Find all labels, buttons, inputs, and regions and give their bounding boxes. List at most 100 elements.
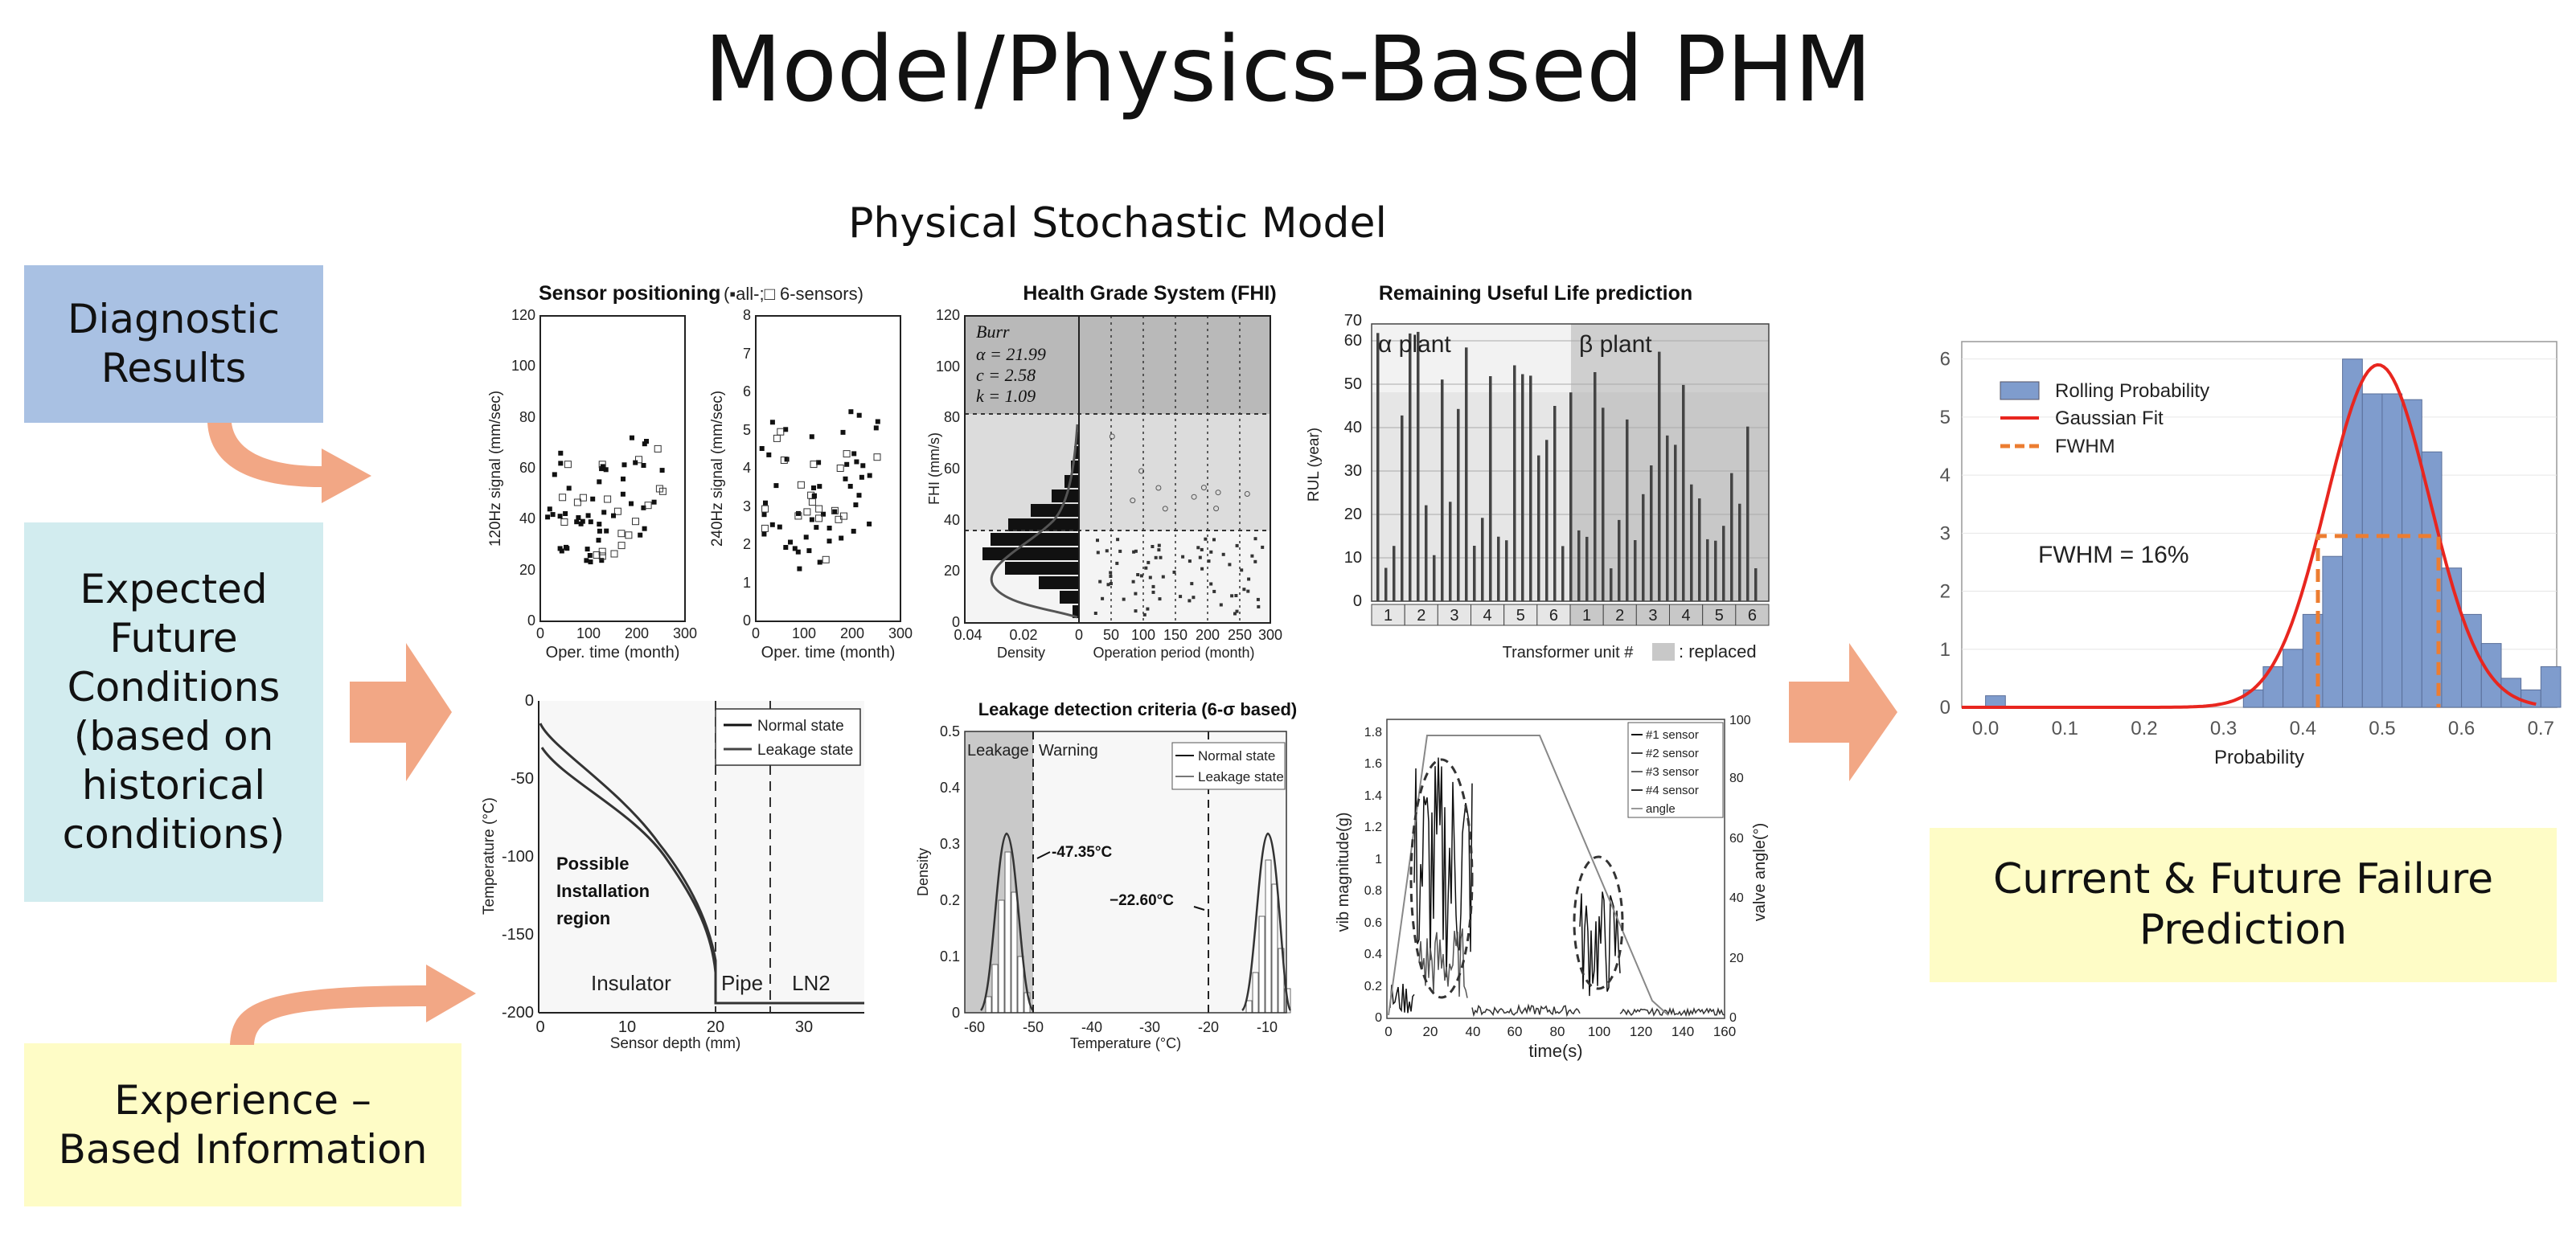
sensor-point [578,521,584,526]
fhi-point [1257,604,1261,608]
arrow-experience [230,965,476,1045]
svg-text:Transformer unit #: Transformer unit # [1503,644,1635,662]
sensor-point [644,502,652,510]
health-grade-panel: Health Grade System (FHI) Burr α = 21.99… [926,282,1282,661]
sensor-point [610,550,618,558]
rul-bar [1690,484,1693,601]
fhi-point [1200,547,1204,551]
rul-bar [1746,426,1749,601]
sensor-point [585,513,591,518]
svg-text:0: 0 [536,625,544,641]
sensor-point [843,450,851,458]
fhi-point [1172,570,1176,574]
svg-text:Rolling Probability: Rolling Probability [2055,380,2209,402]
leak-bar [1011,891,1018,1014]
rul-panel: Remaining Useful Life prediction α plant… [1306,282,1770,662]
rul-bar [1682,384,1685,601]
rul-unit-cell [1669,604,1704,626]
svg-text:FWHM: FWHM [2055,436,2115,457]
svg-text:valve angle(°): valve angle(°) [1751,823,1769,922]
rul-unit-label: 1 [1582,607,1591,625]
rul-bar [1585,536,1589,601]
svg-text:0.6: 0.6 [1364,916,1382,930]
fhi-point [1191,494,1197,500]
hist-ytick: 2 [1940,581,1950,603]
fhi-point [1215,489,1221,496]
sensor-point [597,479,602,485]
hist-bar [2361,393,2383,708]
sensor-point [588,519,593,525]
rul-unit-label: 4 [1483,607,1492,625]
sensor-point [860,463,866,469]
svg-text:30: 30 [795,1018,813,1036]
sensor-point [559,548,564,554]
sensor-point [651,499,657,505]
fhi-point [1230,594,1234,598]
svg-text:7: 7 [743,346,751,362]
fhi-point [1146,560,1151,564]
sensor-point [564,461,572,469]
svg-text:20: 20 [707,1018,724,1036]
fhi-point [1116,538,1120,542]
fhi-point [1179,595,1183,599]
page-title: Model/Physics-Based PHM [703,18,1873,122]
svg-text:#3 sensor: #3 sensor [1646,765,1699,779]
svg-text:angle: angle [1646,802,1676,816]
svg-text:Insulator: Insulator [591,971,671,995]
rul-bar [1409,333,1412,601]
sensor-point [761,505,769,513]
fhi-point [1198,555,1202,559]
svg-text:#1 sensor: #1 sensor [1646,728,1699,742]
sensor-point [558,450,564,456]
rul-bar [1569,392,1573,601]
svg-text:200: 200 [1196,627,1220,643]
fhi-point [1200,485,1207,491]
rul-unit-cell [1602,604,1637,626]
svg-text:Normal state: Normal state [757,718,844,735]
leak-bar [1252,972,1259,1014]
svg-text:300: 300 [888,625,913,641]
svg-text:region: region [556,908,610,928]
svg-text:Operation period (month): Operation period (month) [1093,645,1254,661]
rul-bar [1594,372,1597,601]
sensor-point [797,481,805,489]
fhi-point [1246,589,1250,593]
rul-unit-cell [1471,604,1505,626]
sensor-point [635,456,642,464]
svg-text:60: 60 [519,460,535,476]
sensor-point [596,538,601,543]
svg-text:20: 20 [1729,952,1744,965]
svg-text:1.6: 1.6 [1364,757,1382,771]
rul-bar [1706,539,1709,601]
sensor-point [574,519,580,525]
svg-text:5: 5 [743,422,751,438]
svg-text:-50: -50 [1023,1019,1044,1035]
svg-text:0.1: 0.1 [940,948,960,965]
sensor-point [564,544,568,550]
fhi-point [1146,607,1150,611]
rul-unit-label: 6 [1748,607,1757,625]
svg-text:0: 0 [525,692,534,710]
fhi-point [1142,612,1146,616]
sensor-point [761,524,769,532]
svg-text:-50: -50 [511,770,534,788]
rul-bar [1610,568,1613,601]
hist-xtick: 0.5 [2369,718,2395,739]
fhi-point [1109,575,1113,578]
svg-text:20: 20 [1344,506,1362,523]
svg-text:240Hz signal (mm/sec): 240Hz signal (mm/sec) [709,391,726,547]
svg-text:Oper. time (month): Oper. time (month) [546,644,680,662]
sensor-point [794,512,802,520]
hist-ytick: 0 [1940,697,1950,719]
fhi-point [1134,549,1138,553]
sensor-point [576,515,581,520]
svg-text:120: 120 [511,307,535,323]
rul-bar [1376,333,1380,601]
fhi-point [1109,571,1113,575]
hist-bar [2342,358,2363,708]
svg-text:0: 0 [1353,592,1362,610]
sensor-point [867,473,872,478]
hist-ytick: 1 [1940,639,1950,661]
fhi-point [1253,559,1257,563]
sensor-point [642,526,647,531]
